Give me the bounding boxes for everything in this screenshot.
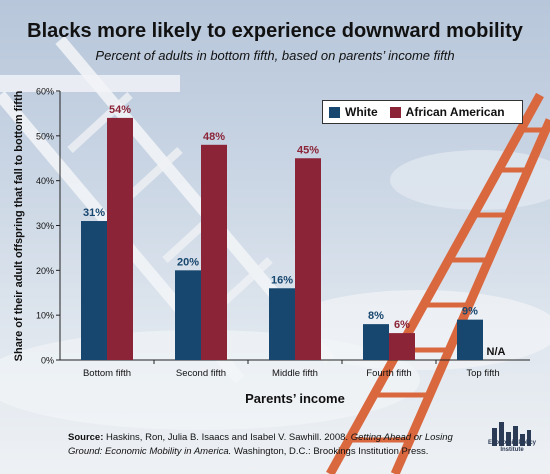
y-tick-label: 10% xyxy=(36,311,54,321)
x-tick-label: Middle fifth xyxy=(272,368,318,379)
bar xyxy=(175,270,201,360)
source-title: Getting Ahead or Losing Ground: Economic… xyxy=(68,432,453,457)
y-tick-label: 20% xyxy=(36,266,54,276)
bar xyxy=(81,221,107,360)
bar xyxy=(295,158,321,360)
bar xyxy=(107,117,133,361)
y-tick-label: 60% xyxy=(36,87,54,97)
chart-title: Blacks more likely to experience downwar… xyxy=(27,20,523,42)
y-axis-title-group: Share of their adult offspring that fall… xyxy=(13,90,25,361)
x-tick-label: Bottom fifth xyxy=(83,368,131,379)
source-label: Source: xyxy=(68,432,104,443)
bar xyxy=(457,319,483,360)
data-label-na: N/A xyxy=(487,346,506,358)
bar xyxy=(201,144,227,360)
data-label: 6% xyxy=(394,319,410,331)
x-tick-label: Fourth fifth xyxy=(366,368,411,379)
y-tick-label: 40% xyxy=(36,176,54,186)
x-tick-label: Top fifth xyxy=(466,368,499,379)
legend-entry-african-american: African American xyxy=(389,105,505,119)
bar xyxy=(363,324,389,360)
y-tick-label: 30% xyxy=(36,221,54,231)
y-tick-label: 0% xyxy=(41,356,54,366)
x-axis-title: Parents’ income xyxy=(245,391,345,406)
bar xyxy=(269,288,295,360)
data-label: 45% xyxy=(297,144,319,156)
legend-entry-white: White xyxy=(329,105,378,119)
data-label: 31% xyxy=(83,207,105,219)
data-label: 48% xyxy=(203,131,225,143)
y-axis-title: Share of their adult offspring that fall… xyxy=(13,90,25,361)
x-tick-label: Second fifth xyxy=(176,368,226,379)
legend-swatch-white xyxy=(329,106,340,118)
y-tick-label: 50% xyxy=(36,131,54,141)
chart-subtitle: Percent of adults in bottom fifth, based… xyxy=(95,48,455,63)
bars xyxy=(81,117,483,361)
source-note: Source: Haskins, Ron, Julia B. Isaacs an… xyxy=(68,431,478,459)
data-label: 54% xyxy=(109,104,131,116)
source-text: Haskins, Ron, Julia B. Isaacs and Isabel… xyxy=(106,432,349,443)
data-labels: 31% 54% 20% 48% 16% 45% 8% 6% 9% N/A xyxy=(83,104,506,358)
data-label: 16% xyxy=(271,274,293,286)
data-label: 9% xyxy=(462,306,478,318)
data-label: 20% xyxy=(177,256,199,268)
epi-logo-text: Economic Policy Institute xyxy=(487,440,536,453)
legend-label-white: White xyxy=(345,105,378,119)
legend-label-african-american: African American xyxy=(405,105,505,119)
epi-logo-icon xyxy=(492,422,531,446)
bar xyxy=(389,333,415,360)
legend-swatch-african-american xyxy=(389,106,401,118)
legend: White African American xyxy=(322,100,523,124)
data-label: 8% xyxy=(368,310,384,322)
axes: 0% 10% 20% 30% 40% 50% 60% Bottom fifth Second f… xyxy=(36,87,530,379)
source-rest: Washington, D.C.: Brookings Institution … xyxy=(233,446,429,457)
